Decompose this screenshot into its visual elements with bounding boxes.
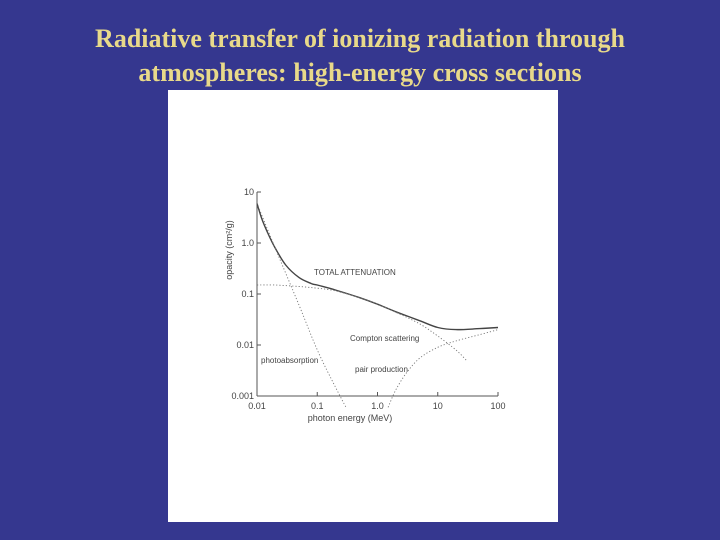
series-line-pair-production <box>387 329 499 408</box>
y-axis-label: opacity (cm²/g) <box>224 220 234 280</box>
x-tick-label: 0.01 <box>248 401 266 411</box>
x-tick-label: 10 <box>433 401 443 411</box>
slide-title: Radiative transfer of ionizing radiation… <box>0 22 720 90</box>
x-tick-label: 0.1 <box>311 401 324 411</box>
x-tick-label: 1.0 <box>371 401 384 411</box>
series-label-total-attenuation: TOTAL ATTENUATION <box>314 268 396 277</box>
y-tick-label: 0.1 <box>241 289 254 299</box>
x-axis-label: photon energy (MeV) <box>308 413 393 423</box>
annotations: TOTAL ATTENUATION Compton scattering pho… <box>261 268 419 374</box>
series-line-total-attenuation <box>256 203 499 331</box>
series-label-pair-production: pair production <box>355 365 408 374</box>
series-label-compton-scattering: Compton scattering <box>350 334 419 343</box>
slide-title-line-2: atmospheres: high-energy cross sections <box>138 58 582 87</box>
figure-panel: 0.001 0.01 0.1 1.0 10 0.01 0.1 1.0 10 100 TOTAL A… <box>168 90 558 522</box>
y-tick-label: 10 <box>244 187 254 197</box>
series-layer <box>256 203 499 408</box>
slide-title-line-1: Radiative transfer of ionizing radiation… <box>95 24 625 53</box>
y-tick-label: 1.0 <box>241 238 254 248</box>
series-label-photoabsorption: photoabsorption <box>261 356 318 365</box>
series-line-compton-scattering <box>256 284 467 361</box>
x-tick-label: 100 <box>490 401 505 411</box>
series-line-photoabsorption <box>256 203 347 408</box>
y-tick-label: 0.001 <box>231 391 254 401</box>
y-tick-label: 0.01 <box>236 340 254 350</box>
